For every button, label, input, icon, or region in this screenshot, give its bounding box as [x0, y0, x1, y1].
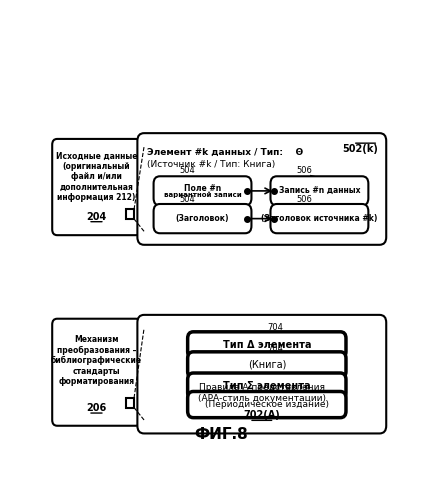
- Text: (Книга): (Книга): [247, 360, 286, 370]
- Bar: [126, 398, 134, 407]
- FancyBboxPatch shape: [187, 373, 345, 399]
- FancyBboxPatch shape: [270, 176, 368, 206]
- FancyBboxPatch shape: [52, 139, 140, 235]
- Text: Правила А представления
(АРА-стиль документации): Правила А представления (АРА-стиль докум…: [197, 383, 325, 402]
- Text: 702(A): 702(A): [243, 410, 280, 420]
- Text: Механизм
преобразования –
библиографические
стандарты
форматирования: Механизм преобразования – библиографичес…: [51, 336, 142, 386]
- FancyBboxPatch shape: [187, 352, 345, 378]
- Text: 704: 704: [267, 344, 283, 354]
- Text: (Заголовок): (Заголовок): [175, 214, 229, 223]
- Text: (Периодическое издание): (Периодическое издание): [204, 400, 328, 409]
- Text: 704: 704: [267, 323, 283, 332]
- Text: 504: 504: [179, 166, 194, 174]
- Text: (Источник #k / Тип: Книга): (Источник #k / Тип: Книга): [147, 160, 275, 169]
- FancyBboxPatch shape: [137, 315, 385, 434]
- FancyBboxPatch shape: [52, 318, 140, 426]
- Text: 204: 204: [86, 212, 106, 222]
- Text: 502(k): 502(k): [341, 144, 377, 154]
- Text: вариантной записи: вариантной записи: [163, 192, 241, 198]
- Text: Запись #n данных: Запись #n данных: [278, 186, 359, 196]
- FancyBboxPatch shape: [187, 332, 345, 358]
- Text: Тип Δ элемента: Тип Δ элемента: [222, 340, 310, 350]
- Bar: [126, 210, 134, 219]
- Text: 506: 506: [295, 194, 311, 203]
- Text: 506: 506: [295, 166, 311, 174]
- FancyBboxPatch shape: [153, 176, 251, 206]
- Text: 504: 504: [179, 194, 194, 203]
- Text: Исходные данные
(оригинальный
файл и/или
дополнительная
информация 212): Исходные данные (оригинальный файл и/или…: [55, 152, 137, 202]
- FancyBboxPatch shape: [270, 204, 368, 233]
- Text: (Заголовок источника #k): (Заголовок источника #k): [261, 214, 377, 223]
- FancyBboxPatch shape: [137, 133, 385, 245]
- FancyBboxPatch shape: [153, 204, 251, 233]
- Text: ФИГ.8: ФИГ.8: [194, 427, 247, 442]
- Text: Тип Σ элемента: Тип Σ элемента: [222, 381, 310, 391]
- FancyBboxPatch shape: [187, 392, 345, 417]
- Text: Элемент #k данных / Тип:    Θ: Элемент #k данных / Тип: Θ: [147, 148, 303, 157]
- Text: Поле #n: Поле #n: [184, 184, 221, 192]
- Text: 206: 206: [86, 403, 106, 413]
